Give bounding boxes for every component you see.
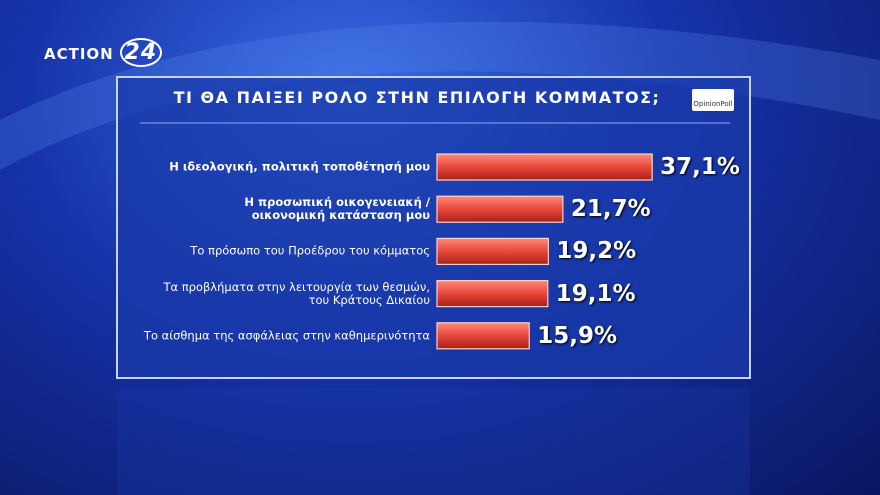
category-label: Το αίσθημα της ασφάλειας στην καθημερινό… (143, 328, 430, 343)
bar (436, 237, 549, 265)
value-label: 37,1% (660, 154, 740, 180)
category-label: Η προσωπική οικογενειακή / οικονομική κα… (244, 195, 430, 223)
reflection (117, 388, 750, 495)
value-label: 21,7% (570, 196, 651, 223)
category-label: Τα προβλήματα στην λειτουργία των θεσμών… (163, 279, 430, 307)
value-label: 19,2% (556, 238, 637, 265)
bar (436, 195, 564, 223)
bar (436, 280, 549, 308)
value-label: 15,9% (537, 322, 618, 349)
panel (116, 76, 751, 379)
bar (436, 322, 530, 350)
logo: ACTION 24 (44, 38, 163, 67)
source-logo: OpinionPoll (692, 89, 734, 111)
category-label: Το πρόσωπο του Προέδρου του κόμματος (190, 243, 430, 258)
bar (436, 153, 653, 181)
value-label: 19,1% (555, 280, 636, 307)
category-label: Η ιδεολογική, πολιτική τοποθέτησή μου (169, 159, 430, 174)
chart-title: ΤΙ ΘΑ ΠΑΙΞΕΙ ΡΟΛΟ ΣΤΗΝ ΕΠΙΛΟΓΗ ΚΟΜΜΑΤΟΣ; (173, 88, 661, 107)
swoosh (0, 21, 880, 171)
